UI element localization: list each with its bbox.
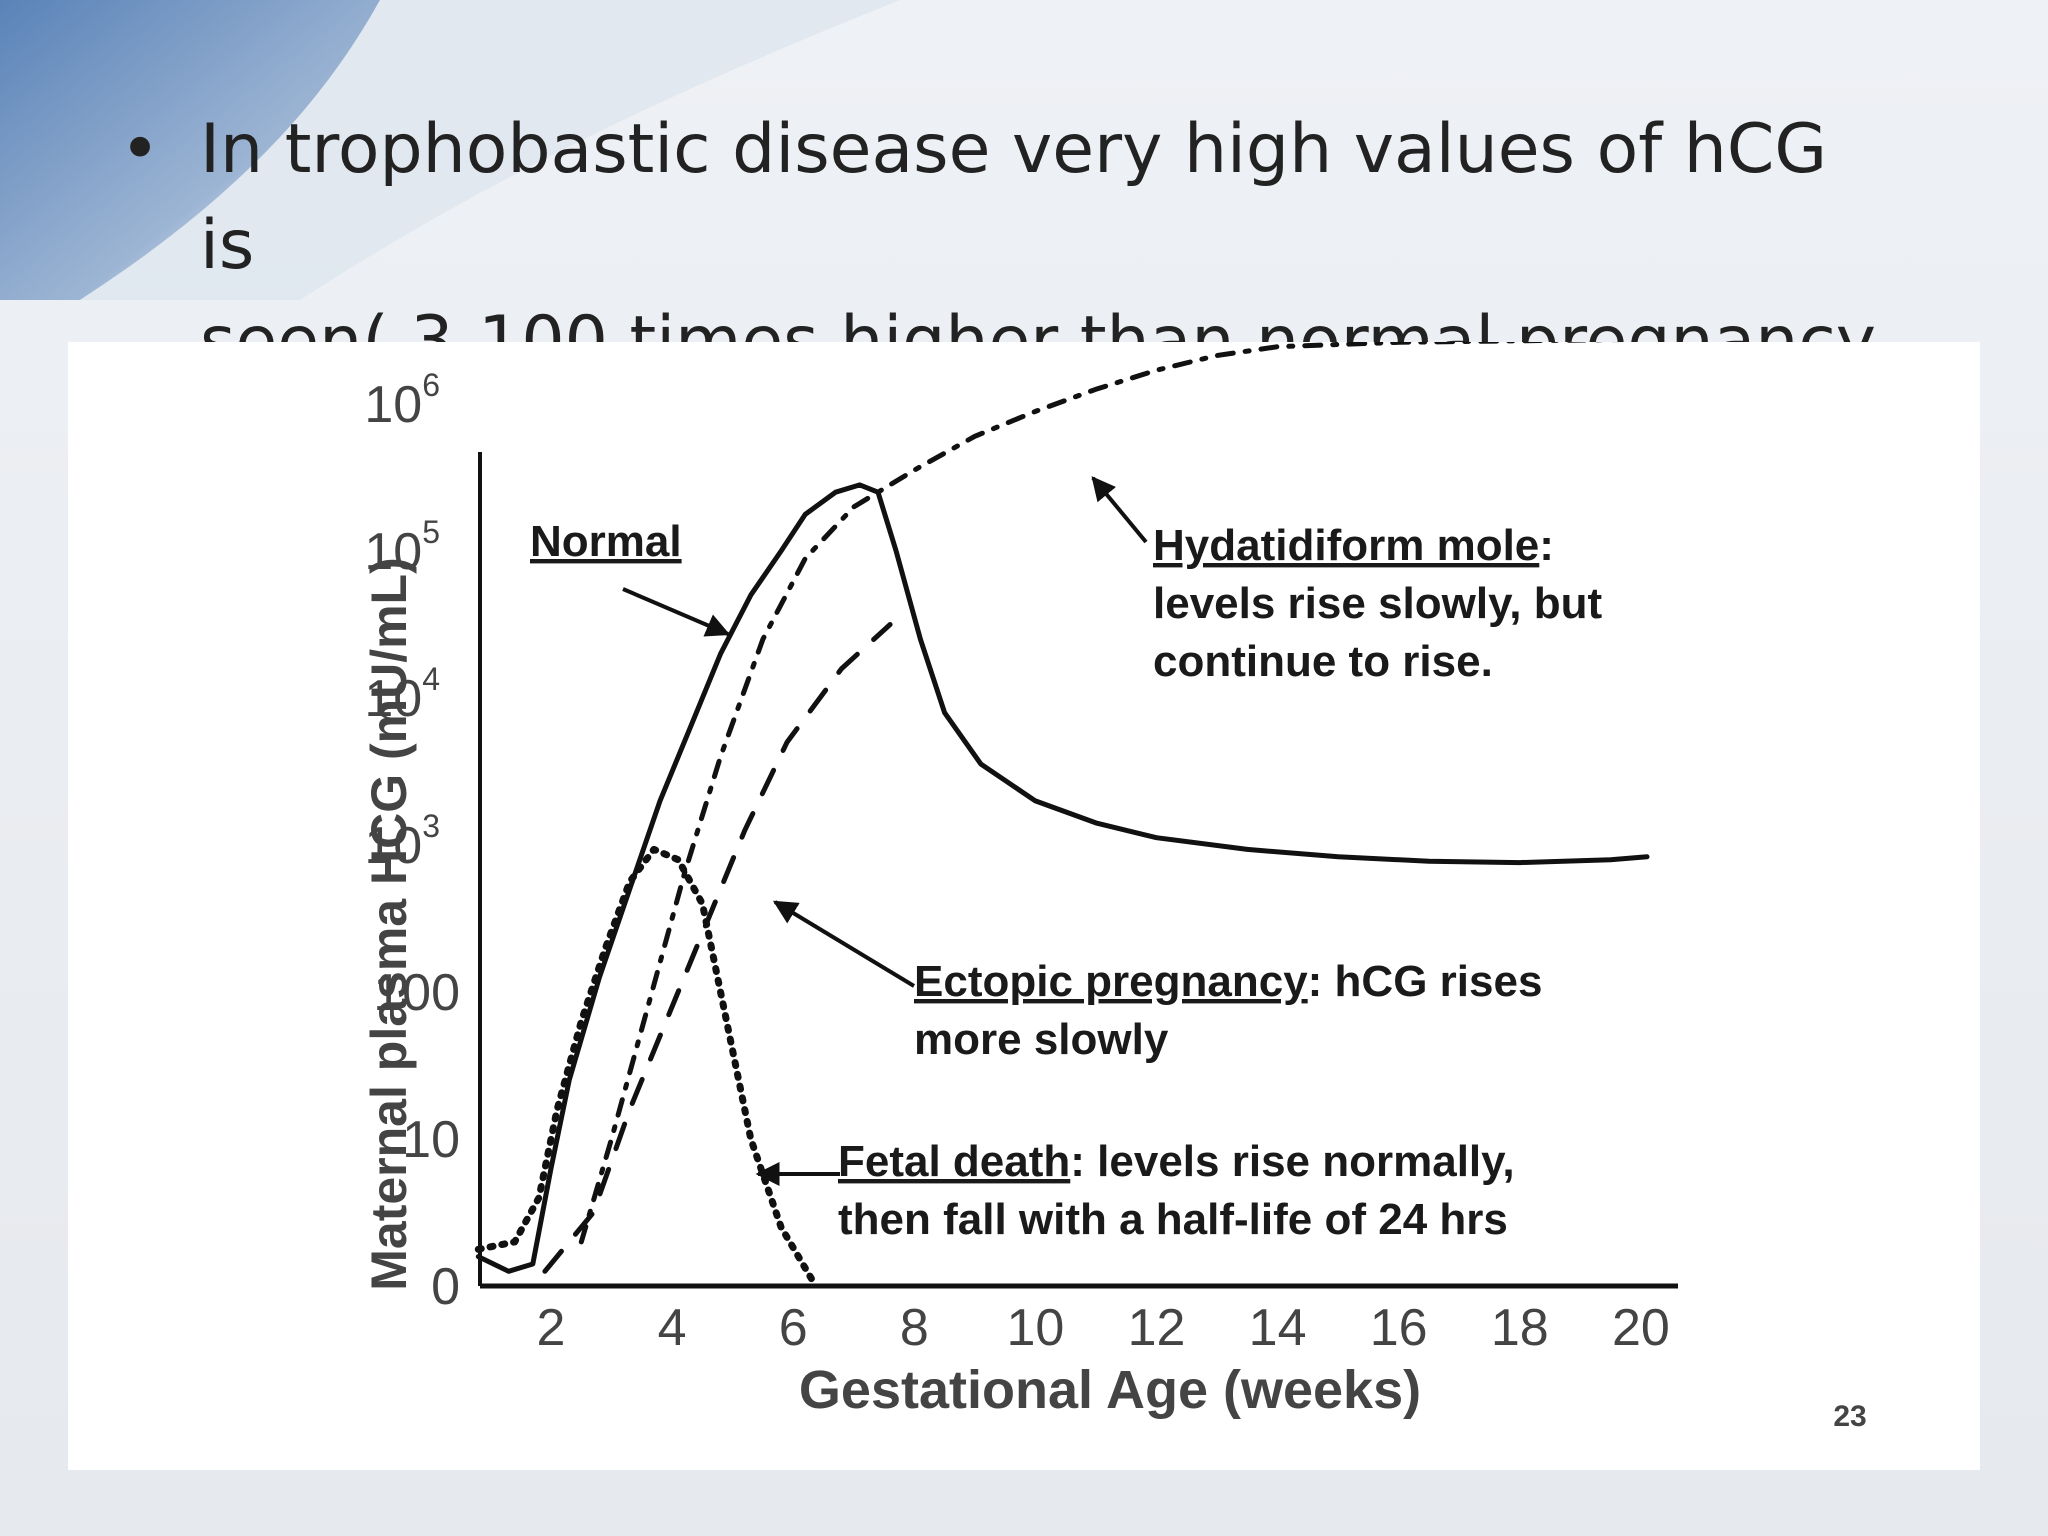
x-tick-label: 4	[658, 1299, 687, 1357]
series-fetal-death	[474, 845, 815, 1283]
x-tick-label: 12	[1128, 1299, 1186, 1357]
annotation-ectopic-line-1: Ectopic pregnancy: hCG rises	[914, 957, 1542, 1006]
x-tick-label: 14	[1249, 1299, 1307, 1357]
x-axis-label: Gestational Age (weeks)	[799, 1360, 1421, 1420]
x-tick-label: 20	[1612, 1299, 1670, 1357]
x-tick-label: 6	[779, 1299, 808, 1357]
annotation-mole-line-2: levels rise slowly, but	[1153, 579, 1603, 628]
bullet-text-line-1: In trophobastic disease very high values…	[200, 110, 1828, 285]
annotation-ectopic: Ectopic pregnancy: hCG rises more slowly	[772, 900, 1542, 1064]
y-tick-label: 104	[364, 661, 440, 728]
annotation-fetal-line-1: Fetal death: levels rise normally,	[838, 1137, 1515, 1186]
annotation-normal-line-1: Normal	[530, 517, 682, 566]
series-layer	[474, 342, 1650, 1283]
corner-decoration	[0, 0, 900, 300]
y-tick-label: 10	[402, 1111, 460, 1169]
series-hydatidiform-mole	[578, 342, 1625, 1245]
annotation-fetal: Fetal death: levels rise normally, then f…	[755, 1137, 1515, 1244]
annotation-normal: Normal	[530, 517, 731, 637]
series-normal	[475, 482, 1650, 1274]
y-tick-label: 103	[364, 808, 440, 875]
annotation-mole: Hydatidiform mole: levels rise slowly, bu…	[1091, 476, 1603, 686]
x-tick-label: 10	[1006, 1299, 1064, 1357]
annotation-fetal-line-2: then fall with a half-life of 24 hrs	[838, 1195, 1508, 1244]
y-tick-label: 0	[431, 1258, 460, 1316]
y-tick-label: 100	[373, 964, 460, 1022]
y-axis-label: Maternal plasma HCG (mU/mL)	[361, 557, 417, 1290]
annotation-layer: Normal Hydatidiform mole: levels rise slow…	[530, 476, 1603, 1244]
annotation-ectopic-arrow	[772, 900, 916, 988]
annotation-mole-line-3: continue to rise.	[1153, 637, 1493, 686]
bullet-glyph: •	[120, 110, 161, 189]
annotation-mole-arrow	[1091, 476, 1148, 544]
y-tick-label: 105	[364, 514, 440, 581]
x-tick-label: 16	[1370, 1299, 1428, 1357]
axes: 2 4 6 8 10 12 14 16 18 20 0 10 100 103 104 105 106	[364, 367, 1678, 1357]
annotation-normal-arrow	[622, 587, 731, 637]
x-tick-label: 18	[1491, 1299, 1549, 1357]
y-tick-label: 106	[364, 367, 440, 434]
x-tick-label: 2	[537, 1299, 566, 1357]
x-tick-label: 8	[900, 1299, 929, 1357]
hcg-chart: 2 4 6 8 10 12 14 16 18 20 0 10 100 103 104 105 106 Norma…	[361, 342, 1867, 1433]
chart-panel: 2 4 6 8 10 12 14 16 18 20 0 10 100 103 104 105 106 Norma…	[68, 342, 1980, 1470]
annotation-ectopic-line-2: more slowly	[914, 1015, 1169, 1064]
annotation-mole-line-1: Hydatidiform mole:	[1153, 521, 1554, 570]
page-number: 23	[1833, 1400, 1866, 1433]
series-ectopic-pregnancy	[542, 622, 893, 1274]
